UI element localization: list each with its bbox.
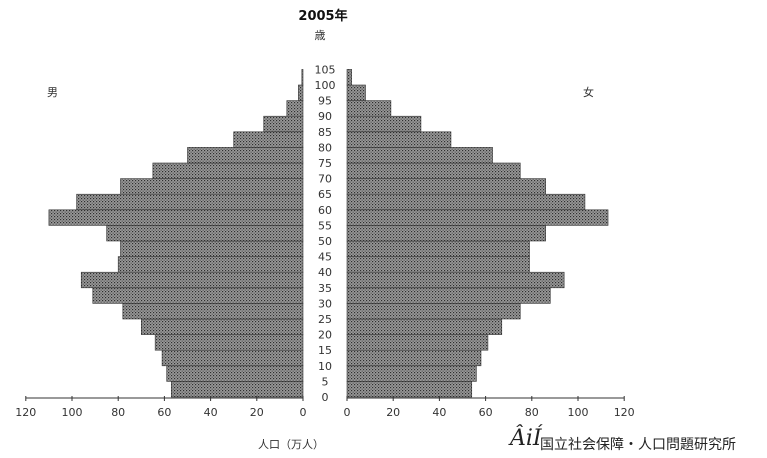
male-bar (298, 84, 304, 101)
female-x-tick-label: 60 (479, 406, 493, 419)
female-bar (346, 84, 366, 101)
female-bar (346, 349, 482, 367)
male-x-tick-label: 60 (157, 406, 171, 419)
male-x-tick-label: 100 (62, 406, 83, 419)
female-bar (346, 287, 551, 304)
male-bar (166, 365, 304, 382)
age-tick-label: 70 (318, 173, 332, 186)
female-bar (346, 178, 546, 195)
female-bar (346, 69, 352, 86)
male-bar (263, 115, 304, 133)
x-axis-label: 人口（万人） (258, 438, 324, 451)
female-x-tick-label: 80 (525, 406, 539, 419)
male-x-tick-label: 40 (204, 406, 218, 419)
male-bar (161, 349, 304, 367)
female-bar (346, 225, 546, 242)
female-bar (346, 193, 586, 211)
institute-name: 国立社会保障・人口問題研究所 (540, 437, 736, 453)
age-tick-label: 95 (318, 95, 332, 108)
female-bar (346, 256, 530, 273)
female-bar (346, 131, 452, 148)
age-tick-label: 85 (318, 126, 332, 139)
age-tick-label: 20 (318, 329, 332, 342)
age-tick-label: 35 (318, 282, 332, 295)
age-tick-label: 80 (318, 141, 332, 154)
age-tick-label: 30 (318, 297, 332, 310)
male-bar (106, 225, 304, 242)
age-tick-label: 100 (315, 79, 336, 92)
female-x-tick-label: 20 (386, 406, 400, 419)
male-bar (154, 334, 304, 351)
female-bar (346, 100, 392, 117)
female-x-tick-label: 100 (568, 406, 589, 419)
male-bar (76, 193, 304, 211)
female-x-tick-label: 120 (614, 406, 635, 419)
female-bar (346, 115, 422, 133)
male-bar (141, 318, 304, 335)
female-x-tick-label: 40 (432, 406, 446, 419)
male-bar (120, 240, 304, 257)
female-bar (346, 365, 477, 382)
age-tick-label: 45 (318, 251, 332, 264)
female-bar (346, 318, 503, 335)
female-bar (346, 240, 530, 257)
female-bar (346, 209, 609, 226)
male-bar (152, 162, 304, 179)
female-bar (346, 334, 489, 351)
age-tick-label: 40 (318, 266, 332, 279)
female-bar (346, 271, 565, 289)
male-bar (120, 178, 304, 195)
female-bar (346, 162, 521, 179)
male-x-tick-label: 20 (250, 406, 264, 419)
female-bar (346, 303, 521, 320)
male-bar (233, 131, 304, 148)
female-label: 女 (583, 86, 594, 99)
male-bar (187, 147, 304, 164)
male-bar (48, 209, 304, 226)
male-x-tick-label: 0 (300, 406, 307, 419)
female-bar (346, 381, 473, 398)
chart-title: 2005年 (298, 8, 347, 24)
age-tick-label: 50 (318, 235, 332, 248)
age-tick-label: 25 (318, 313, 332, 326)
age-tick-label: 90 (318, 110, 332, 123)
male-bar (117, 256, 304, 273)
male-x-tick-label: 80 (111, 406, 125, 419)
age-tick-label: 15 (318, 344, 332, 357)
age-unit-label: 歳 (315, 29, 326, 42)
age-tick-label: 65 (318, 188, 332, 201)
age-tick-label: 60 (318, 204, 332, 217)
male-bar (80, 271, 304, 289)
age-tick-label: 0 (322, 391, 329, 404)
age-tick-label: 10 (318, 360, 332, 373)
male-x-tick-label: 120 (15, 406, 36, 419)
institute-logo-icon: ÂiÍ (510, 426, 542, 451)
male-bar (171, 381, 304, 398)
male-bar (122, 303, 304, 320)
female-bar (346, 147, 493, 164)
female-x-tick-label: 0 (344, 406, 351, 419)
age-tick-label: 55 (318, 219, 332, 232)
male-bar (286, 100, 304, 117)
male-label: 男 (47, 86, 58, 99)
male-bar (92, 287, 304, 304)
male-bar (301, 69, 304, 86)
age-tick-label: 5 (322, 375, 329, 388)
age-tick-label: 75 (318, 157, 332, 170)
age-tick-label: 105 (315, 63, 336, 76)
